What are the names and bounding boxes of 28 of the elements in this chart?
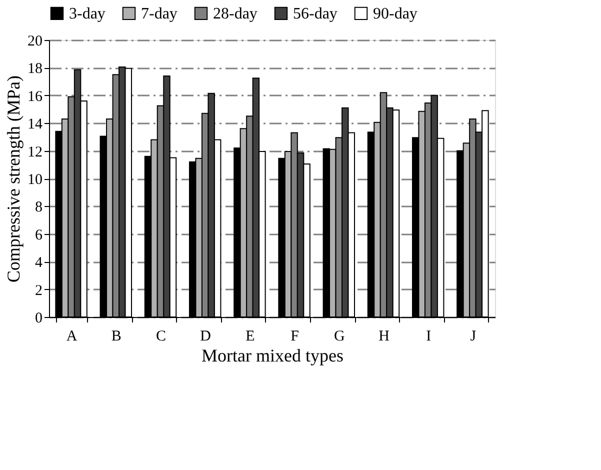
legend-label: 3-day (69, 5, 106, 22)
y-tick-label: 2 (35, 282, 42, 299)
legend-label: 90-day (373, 5, 418, 22)
y-tick-label: 12 (28, 144, 42, 160)
legend-label: 28-day (213, 5, 258, 22)
y-tick-label: 8 (35, 200, 42, 216)
y-tick-label: 0 (35, 310, 42, 326)
y-tick-label: 10 (28, 172, 42, 188)
y-tick-label: 20 (28, 34, 42, 50)
x-tick-label: D (200, 328, 212, 344)
x-tick-label: C (156, 328, 166, 344)
x-tick-label: F (290, 328, 299, 344)
x-tick-label: A (66, 328, 78, 344)
legend-label: 7-day (141, 5, 178, 22)
x-tick-label: J (470, 328, 476, 344)
legend-label: 56-day (293, 5, 338, 22)
x-tick-label: G (334, 328, 345, 344)
x-tick-label: I (426, 328, 432, 344)
x-tick-label: E (246, 328, 255, 344)
y-tick-label: 16 (28, 88, 43, 105)
x-tick-label: H (378, 328, 390, 344)
y-axis-title: Compressive strength (MPa) (4, 76, 24, 282)
y-tick-label: 18 (28, 61, 42, 78)
x-tick-label: B (111, 328, 122, 344)
y-tick-label: 4 (35, 255, 43, 272)
x-axis-title: Mortar mixed types (202, 346, 344, 366)
y-tick-label: 14 (28, 116, 43, 133)
y-tick-label: 6 (35, 227, 43, 244)
